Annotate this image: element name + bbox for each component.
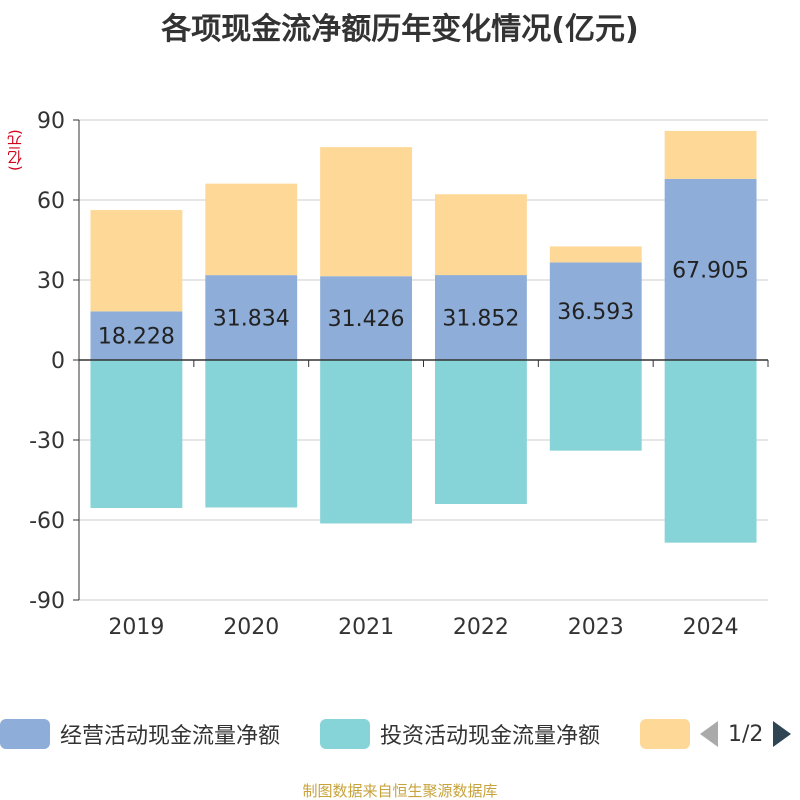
x-tick-label: 2019 xyxy=(108,615,164,640)
legend-next-arrow-icon[interactable] xyxy=(773,721,792,747)
y-tick-label: 60 xyxy=(37,189,65,214)
legend-pager: 1/2 xyxy=(700,712,792,756)
legend-swatch-operating xyxy=(0,719,50,749)
legend-swatch-financing xyxy=(640,719,690,749)
data-label-operating-2023: 36.593 xyxy=(557,300,634,325)
chart-svg: -90 -60 -30 0 30 60 90 18.228 2019 31.834 2020 31.4… xyxy=(29,109,769,640)
legend-item-financing[interactable] xyxy=(640,712,700,756)
data-label-operating-2022: 31.852 xyxy=(442,307,519,332)
bar-financing-2019 xyxy=(90,210,183,312)
bar-investing-2024 xyxy=(664,360,757,543)
y-tick-label: 90 xyxy=(37,109,65,134)
legend-label-operating: 经营活动现金流量净额 xyxy=(60,724,281,749)
bar-financing-2020 xyxy=(205,183,298,276)
data-label-operating-2021: 31.426 xyxy=(328,307,405,332)
x-tick-label: 2024 xyxy=(683,615,739,640)
data-label-operating-2019: 18.228 xyxy=(98,325,175,350)
y-tick-label: -30 xyxy=(29,429,65,454)
x-tick-label: 2020 xyxy=(223,615,279,640)
data-source-footer: 制图数据来自恒生聚源数据库 xyxy=(302,782,498,800)
legend: 经营活动现金流量净额 投资活动现金流量净额 1/2 xyxy=(0,712,800,756)
bar-operating-2019 xyxy=(90,311,183,360)
y-tick-label: 0 xyxy=(51,349,65,374)
bar-operating-2024 xyxy=(664,178,757,360)
bar-financing-2023 xyxy=(549,246,642,263)
bar-financing-2021 xyxy=(320,147,413,277)
legend-page-indicator: 1/2 xyxy=(728,721,764,747)
bar-investing-2022 xyxy=(434,360,527,504)
bar-investing-2020 xyxy=(205,360,298,508)
y-tick-label: 30 xyxy=(37,269,65,294)
x-tick-label: 2022 xyxy=(453,615,509,640)
data-label-operating-2020: 31.834 xyxy=(213,307,290,332)
data-label-operating-2024: 67.905 xyxy=(672,258,749,283)
legend-prev-arrow-icon[interactable] xyxy=(700,721,718,747)
bar-financing-2022 xyxy=(434,194,527,276)
legend-item-investing[interactable]: 投资活动现金流量净额 xyxy=(320,712,600,756)
legend-item-operating[interactable]: 经营活动现金流量净额 xyxy=(0,712,280,756)
x-tick-label: 2023 xyxy=(568,615,624,640)
y-tick-label: -60 xyxy=(29,509,65,534)
chart-title: 各项现金流净额历年变化情况(亿元) xyxy=(161,12,639,47)
bar-operating-2022 xyxy=(434,275,527,360)
y-tick-label: -90 xyxy=(29,589,65,614)
bar-investing-2021 xyxy=(320,360,413,524)
bar-investing-2023 xyxy=(549,360,642,451)
bar-financing-2024 xyxy=(664,130,757,179)
bar-operating-2021 xyxy=(320,276,413,360)
bar-operating-2020 xyxy=(205,275,298,360)
x-tick-label: 2021 xyxy=(338,615,394,640)
bar-investing-2019 xyxy=(90,360,183,508)
legend-label-investing: 投资活动现金流量净额 xyxy=(380,724,601,749)
bar-operating-2023 xyxy=(549,262,642,360)
legend-swatch-investing xyxy=(320,719,370,749)
